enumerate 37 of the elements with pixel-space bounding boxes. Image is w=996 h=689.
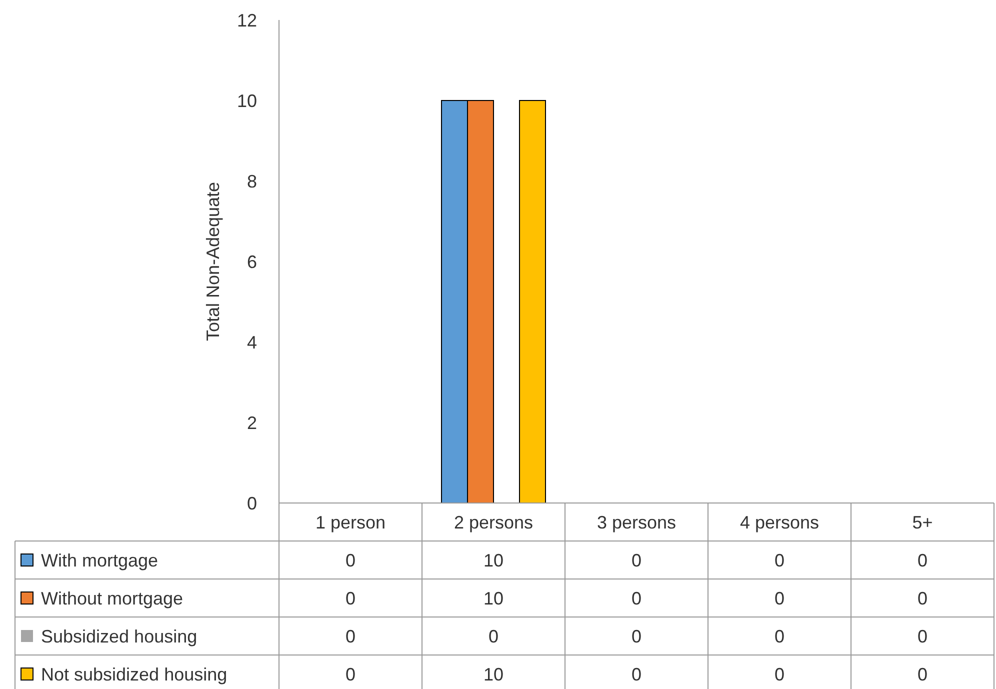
x-tick-label: 3 persons xyxy=(596,512,676,532)
data-label: 0 xyxy=(345,626,356,646)
x-tick-label: 2 persons xyxy=(454,512,534,532)
y-tick-label: 2 xyxy=(246,412,257,433)
data-label: 0 xyxy=(488,626,499,646)
data-label: 0 xyxy=(917,588,928,608)
data-label: 10 xyxy=(483,550,504,570)
y-axis-title: Total Non-Adequate xyxy=(203,182,223,342)
data-label: 0 xyxy=(345,664,356,684)
legend-label: With mortgage xyxy=(41,550,158,570)
data-label: 0 xyxy=(631,588,642,608)
y-tick-label: 0 xyxy=(246,493,257,514)
legend-label: Not subsidized housing xyxy=(41,664,228,684)
y-tick-label: 12 xyxy=(236,10,257,30)
y-tick-label: 4 xyxy=(246,332,257,352)
data-label: 0 xyxy=(774,588,785,608)
x-tick-label: 5+ xyxy=(912,512,933,532)
data-label: 10 xyxy=(483,664,504,684)
data-label: 10 xyxy=(483,588,504,608)
y-tick-label: 8 xyxy=(246,171,257,192)
data-label: 0 xyxy=(917,664,928,684)
data-label: 0 xyxy=(345,550,356,570)
data-label: 0 xyxy=(631,550,642,570)
y-tick-label: 10 xyxy=(236,90,257,111)
data-label: 0 xyxy=(917,626,928,646)
y-tick-label: 6 xyxy=(246,252,257,272)
data-label: 0 xyxy=(631,664,642,684)
legend-label: Subsidized housing xyxy=(41,626,198,646)
data-label: 0 xyxy=(345,588,356,608)
data-label: 0 xyxy=(774,626,785,646)
x-tick-label: 4 persons xyxy=(740,512,820,532)
data-label: 0 xyxy=(917,550,928,570)
data-label: 0 xyxy=(774,550,785,570)
data-label: 0 xyxy=(631,626,642,646)
legend-label: Without mortgage xyxy=(41,588,184,608)
data-label: 0 xyxy=(774,664,785,684)
x-tick-label: 1 person xyxy=(315,512,386,532)
